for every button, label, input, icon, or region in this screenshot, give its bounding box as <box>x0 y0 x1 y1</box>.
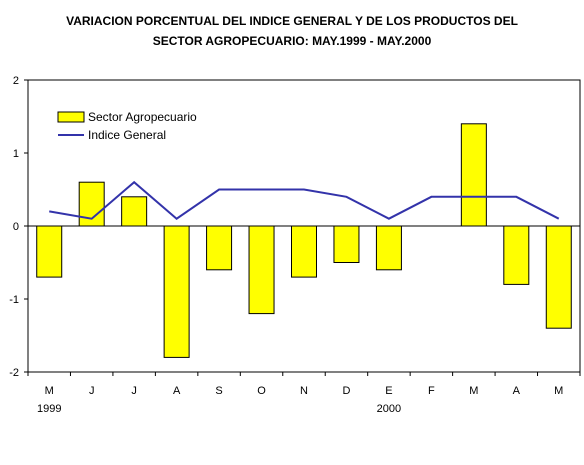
bar <box>333 225 360 263</box>
bar <box>291 225 317 278</box>
chart-title-line-2: SECTOR AGROPECUARIO: MAY.1999 - MAY.2000 <box>153 34 432 48</box>
bar <box>545 225 572 329</box>
y-tick-label: -1 <box>9 294 19 306</box>
x-tick-label: J <box>89 385 95 397</box>
legend-label-indice-general: Indice General <box>88 128 166 142</box>
bar <box>375 225 402 271</box>
y-tick-label: -2 <box>9 367 19 379</box>
bar <box>163 225 190 358</box>
legend-swatch-sector-agropecuario <box>57 111 85 123</box>
x-tick-label: O <box>257 385 266 397</box>
bars-layer <box>36 123 572 358</box>
x-tick-label: M <box>469 385 478 397</box>
y-tick-label: 2 <box>13 75 19 87</box>
x-tick-label: S <box>215 385 222 397</box>
x-axis: M J J A S O N D E F M A M 1999 2000 <box>27 372 581 415</box>
x-tick-label: F <box>428 385 435 397</box>
bar <box>503 225 530 285</box>
x-tick-label: J <box>131 385 137 397</box>
x-tick-label: M <box>45 385 54 397</box>
bar <box>121 196 148 227</box>
y-tick-label: 1 <box>13 148 19 160</box>
x-tick-label: A <box>173 385 181 397</box>
x-tick-label: A <box>513 385 521 397</box>
y-axis: -2 -1 0 1 2 <box>9 75 28 379</box>
bar <box>36 225 63 278</box>
x-year-label: 2000 <box>377 403 401 415</box>
bar <box>460 123 487 227</box>
x-tick-label: N <box>300 385 308 397</box>
x-tick-label: M <box>554 385 563 397</box>
x-tick-label: D <box>342 385 350 397</box>
x-year-label: 1999 <box>37 403 61 415</box>
bar <box>206 225 233 271</box>
y-tick-label: 0 <box>13 221 19 233</box>
legend: Sector Agropecuario Indice General <box>57 110 197 142</box>
series-line-indice-general <box>49 180 560 220</box>
chart-title-line-1: VARIACION PORCENTUAL DEL INDICE GENERAL … <box>66 14 518 28</box>
legend-label-sector-agropecuario: Sector Agropecuario <box>88 110 197 124</box>
bar <box>248 225 275 315</box>
x-tick-label: E <box>385 385 392 397</box>
line-layer <box>49 180 560 220</box>
